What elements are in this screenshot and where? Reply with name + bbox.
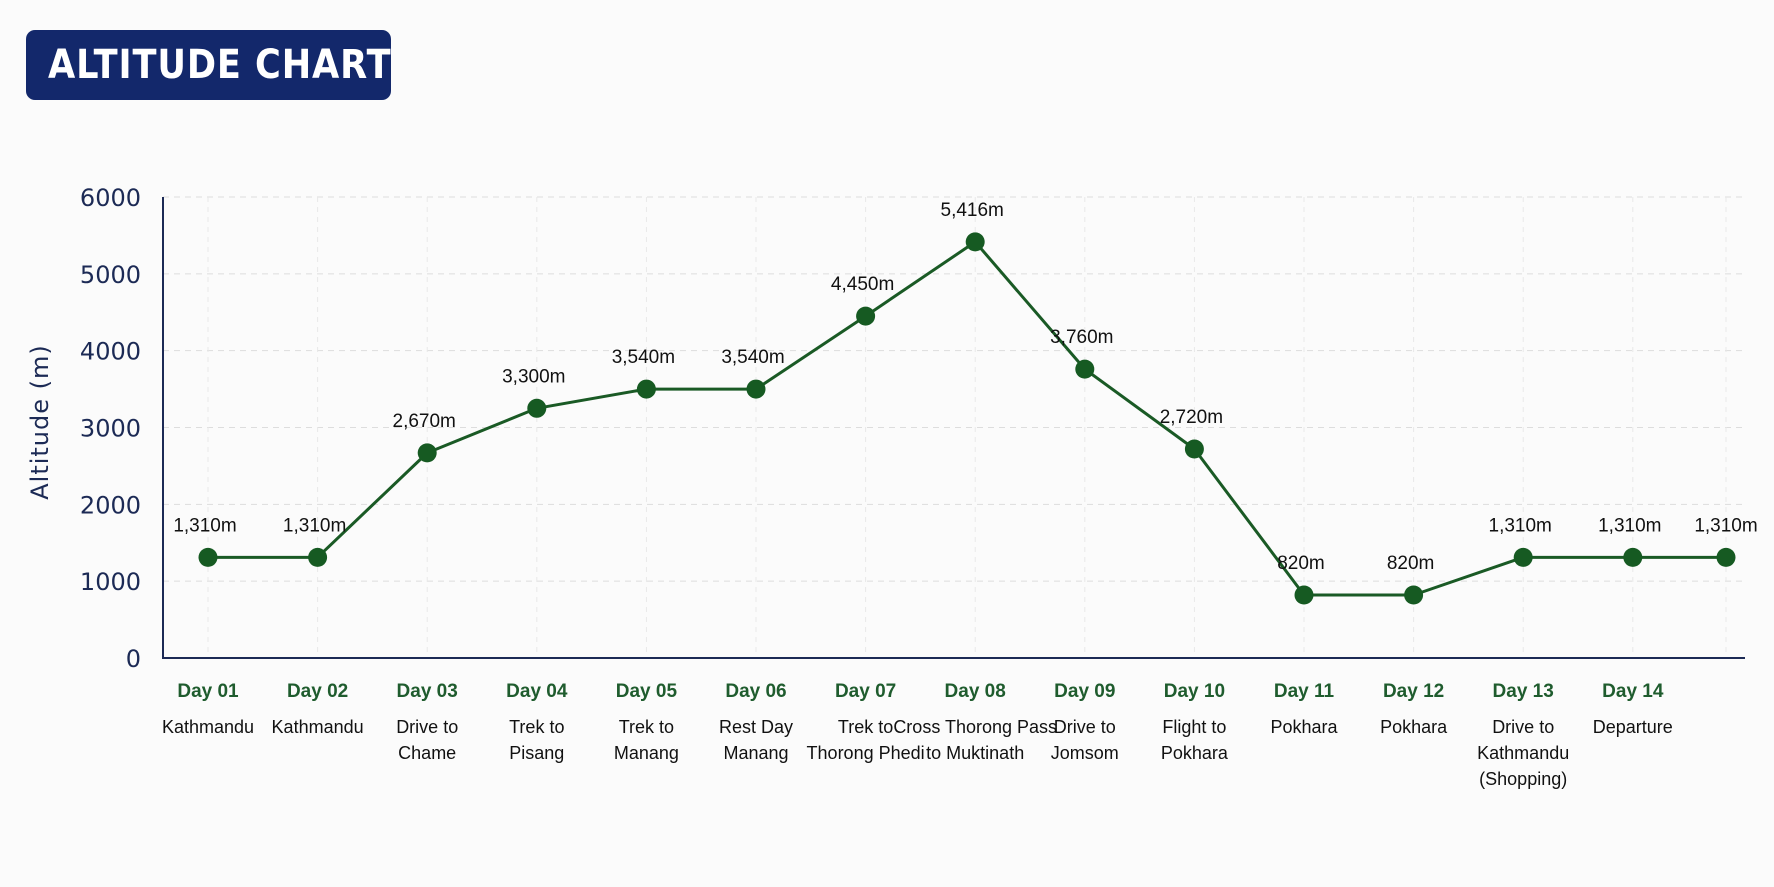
altitude-point (1075, 359, 1095, 379)
day-description-label: Cross Thorong Pass (893, 717, 1057, 737)
altitude-point (198, 547, 218, 567)
altitude-value-label: 4,450m (831, 274, 894, 295)
altitude-value-label: 3,760m (1050, 327, 1113, 348)
altitude-point (636, 379, 656, 399)
axis-layer: 0 1000 2000 3000 4000 5000 6000 Altitude (m) (26, 184, 1745, 673)
altitude-point (1404, 585, 1424, 605)
altitude-point (1513, 547, 1533, 567)
altitude-point (417, 443, 437, 463)
y-tick-label: 2000 (80, 491, 141, 519)
day-label: Day 13 (1493, 681, 1554, 702)
altitude-value-label: 3,540m (612, 347, 675, 368)
day-description-label: Manang (723, 743, 788, 763)
altitude-point (527, 398, 547, 418)
y-tick-label: 6000 (80, 184, 141, 212)
altitude-point (746, 379, 766, 399)
day-description-label: Trek to (838, 717, 893, 737)
altitude-point (1716, 547, 1736, 567)
title-badge: ALTITUDE CHART (26, 30, 391, 100)
label-layer: 1,310m 1,310m 2,670m 3,300m 3,540m 3,540m 4,45… (173, 200, 1757, 574)
y-tick-label: 0 (126, 645, 141, 673)
altitude-point (1294, 585, 1314, 605)
altitude-point (1184, 439, 1204, 459)
altitude-value-label: 2,720m (1160, 407, 1223, 428)
day-label: Day 07 (835, 681, 896, 702)
marker-layer (198, 232, 1736, 605)
day-description-label: Jomsom (1051, 743, 1119, 763)
day-label: Day 06 (725, 681, 786, 702)
day-description-label: Pisang (509, 743, 564, 763)
day-description-label: Thorong Phedi (807, 743, 925, 763)
day-label: Day 04 (506, 681, 568, 702)
day-label: Day 14 (1602, 681, 1664, 702)
x-axis-labels: Day 01 Kathmandu Day 02 Kathmandu Day 03 Driv… (162, 681, 1673, 789)
y-tick-label: 4000 (80, 338, 141, 366)
day-description-label: Rest Day (719, 717, 793, 737)
day-description-label: Drive to (396, 717, 458, 737)
day-label: Day 12 (1383, 681, 1444, 702)
day-description-label: Kathmandu (272, 717, 364, 737)
day-label: Day 11 (1274, 681, 1335, 702)
altitude-value-label: 2,670m (393, 411, 456, 432)
grid-layer (163, 196, 1745, 658)
day-label: Day 09 (1054, 681, 1115, 702)
day-description-label: (Shopping) (1479, 769, 1567, 789)
day-label: Day 08 (945, 681, 1006, 702)
y-tick-label: 3000 (80, 415, 141, 443)
altitude-value-label: 1,310m (1489, 515, 1552, 536)
altitude-point (856, 306, 876, 326)
y-tick-label: 5000 (80, 261, 141, 289)
day-description-label: Manang (614, 743, 679, 763)
day-description-label: Pokhara (1380, 717, 1448, 737)
day-description-label: Pokhara (1161, 743, 1229, 763)
altitude-point (308, 547, 328, 567)
y-axis-label: Altitude (m) (26, 344, 54, 500)
day-description-label: Departure (1593, 717, 1673, 737)
day-description-label: Drive to (1054, 717, 1116, 737)
day-description-label: Pokhara (1270, 717, 1338, 737)
day-description-label: Chame (398, 743, 456, 763)
day-label: Day 10 (1164, 681, 1225, 702)
day-label: Day 01 (177, 681, 239, 702)
altitude-value-label: 1,310m (283, 515, 346, 536)
altitude-value-label: 820m (1277, 553, 1325, 574)
day-label: Day 05 (616, 681, 678, 702)
altitude-value-label: 3,300m (502, 366, 565, 387)
altitude-value-label: 820m (1387, 553, 1435, 574)
altitude-value-label: 1,310m (173, 515, 236, 536)
altitude-point (965, 232, 985, 252)
altitude-value-label: 5,416m (941, 200, 1004, 221)
altitude-point (1623, 547, 1643, 567)
day-description-label: Flight to (1162, 717, 1226, 737)
day-description-label: Trek to (509, 717, 564, 737)
altitude-value-label: 3,540m (721, 347, 784, 368)
day-description-label: Trek to (619, 717, 674, 737)
day-label: Day 02 (287, 681, 348, 702)
day-description-label: Kathmandu (162, 717, 254, 737)
day-description-label: to Muktinath (926, 743, 1024, 763)
day-description-label: Kathmandu (1477, 743, 1569, 763)
day-description-label: Drive to (1492, 717, 1554, 737)
altitude-value-label: 1,310m (1598, 515, 1661, 536)
y-tick-label: 1000 (80, 568, 141, 596)
chart-title: ALTITUDE CHART (48, 42, 392, 88)
day-label: Day 03 (397, 681, 458, 702)
altitude-value-label: 1,310m (1694, 515, 1757, 536)
